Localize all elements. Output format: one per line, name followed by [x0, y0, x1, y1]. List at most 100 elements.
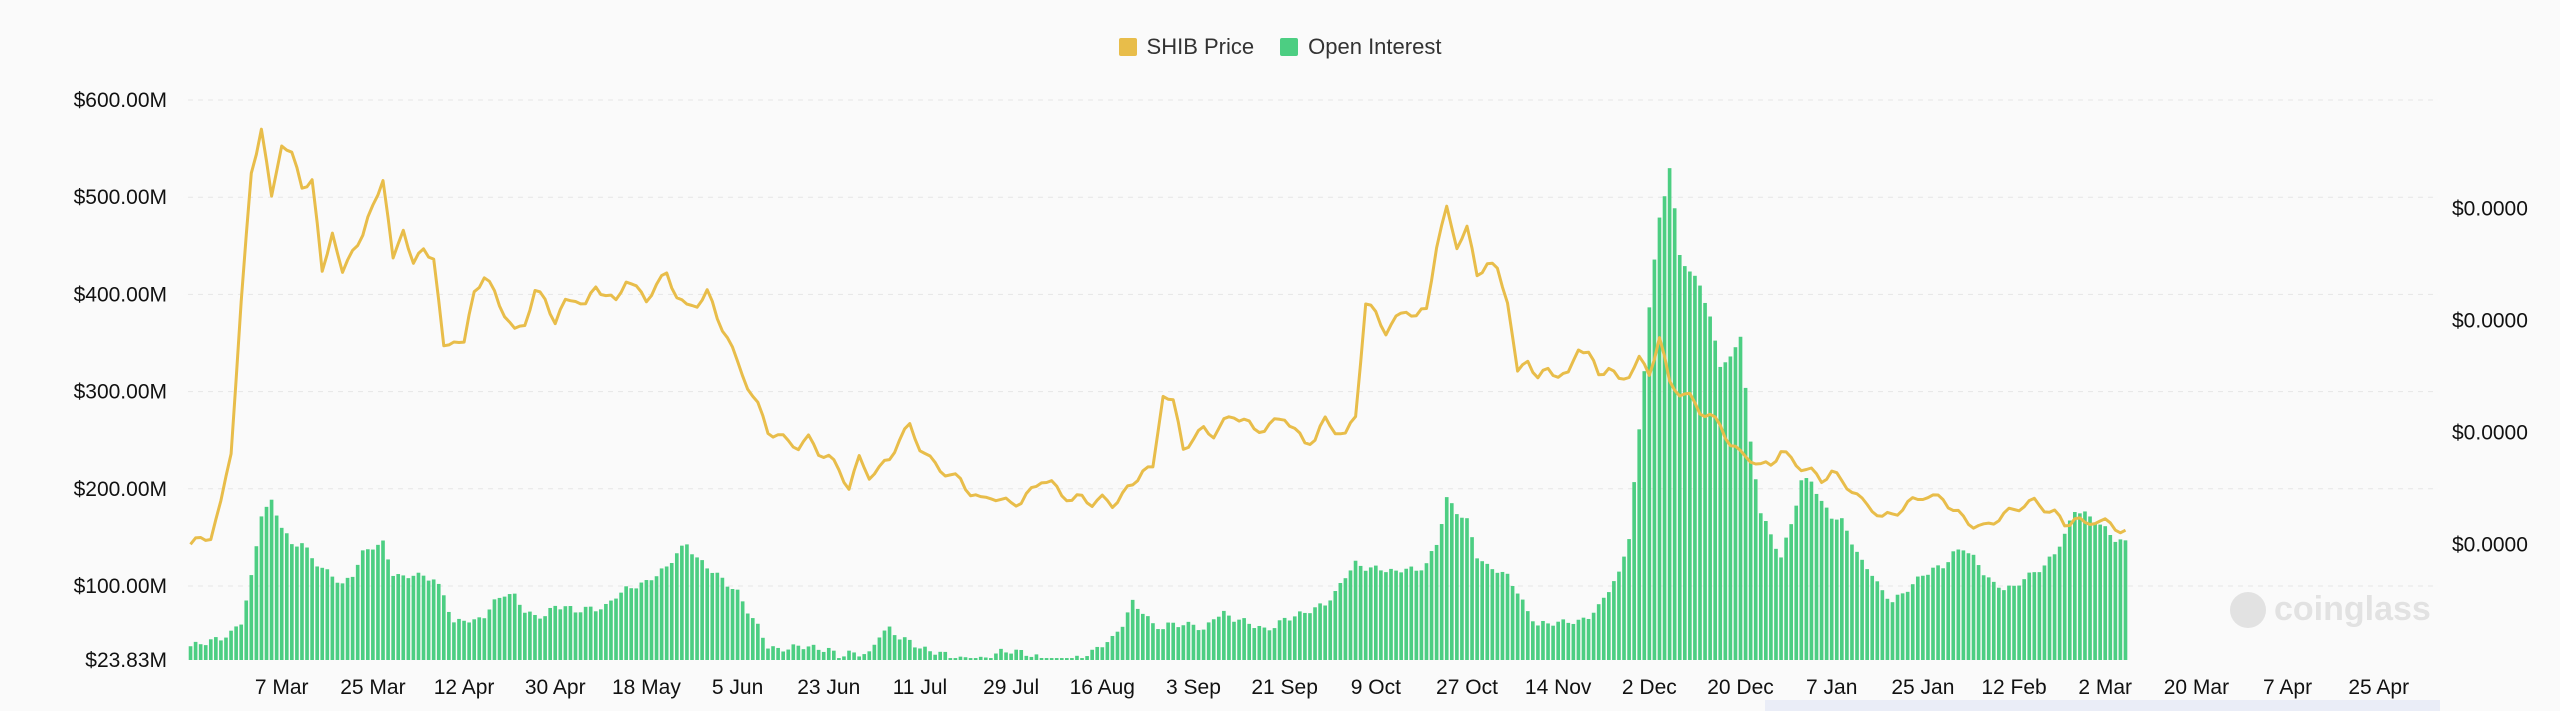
open-interest-bar[interactable] — [558, 609, 563, 660]
open-interest-bar[interactable] — [1556, 621, 1560, 660]
open-interest-bar[interactable] — [502, 596, 507, 660]
open-interest-bar[interactable] — [867, 651, 872, 660]
open-interest-bar[interactable] — [720, 577, 725, 660]
open-interest-bar[interactable] — [563, 606, 568, 660]
open-interest-bar[interactable] — [1196, 630, 1201, 660]
open-interest-bar[interactable] — [1186, 621, 1191, 660]
open-interest-bar[interactable] — [1100, 647, 1105, 660]
open-interest-bar[interactable] — [355, 564, 360, 660]
open-interest-bar[interactable] — [447, 611, 451, 660]
open-interest-bar[interactable] — [208, 639, 213, 660]
open-interest-bar[interactable] — [1814, 493, 1819, 660]
open-interest-bar[interactable] — [1510, 586, 1515, 660]
open-interest-bar[interactable] — [1505, 573, 1510, 660]
open-interest-bar[interactable] — [1282, 617, 1287, 660]
open-interest-bar[interactable] — [1171, 622, 1176, 660]
open-interest-bar[interactable] — [1642, 371, 1647, 660]
open-interest-bar[interactable] — [710, 572, 715, 660]
open-interest-bar[interactable] — [1789, 524, 1793, 660]
open-interest-bar[interactable] — [1419, 570, 1424, 660]
open-interest-bar[interactable] — [1373, 565, 1378, 660]
open-interest-bar[interactable] — [1313, 607, 1317, 660]
open-interest-bar[interactable] — [365, 549, 370, 660]
open-interest-bar[interactable] — [654, 576, 659, 660]
open-interest-bar[interactable] — [1389, 568, 1393, 660]
open-interest-bar[interactable] — [523, 612, 527, 660]
open-interest-bar[interactable] — [837, 658, 841, 660]
open-interest-bar[interactable] — [426, 580, 431, 660]
open-interest-bar[interactable] — [553, 605, 558, 660]
open-interest-bar[interactable] — [1875, 581, 1880, 660]
open-interest-bar[interactable] — [1647, 307, 1652, 660]
open-interest-bar[interactable] — [1460, 517, 1464, 660]
open-interest-bar[interactable] — [705, 568, 710, 660]
open-interest-bar[interactable] — [862, 654, 867, 660]
open-interest-bar[interactable] — [1156, 629, 1160, 660]
open-interest-bar[interactable] — [1566, 622, 1571, 660]
open-interest-bar[interactable] — [1085, 656, 1089, 660]
open-interest-bar[interactable] — [832, 650, 836, 660]
open-interest-bar[interactable] — [1931, 567, 1935, 660]
open-interest-bar[interactable] — [1059, 658, 1064, 660]
open-interest-bar[interactable] — [1525, 611, 1530, 660]
open-interest-bar[interactable] — [1997, 587, 2001, 660]
open-interest-bar[interactable] — [1267, 630, 1272, 660]
open-interest-bar[interactable] — [345, 577, 350, 660]
open-interest-bar[interactable] — [1500, 571, 1505, 660]
open-interest-bar[interactable] — [340, 583, 345, 660]
open-interest-bar[interactable] — [1292, 616, 1297, 660]
open-interest-bar[interactable] — [786, 649, 791, 660]
open-interest-bar[interactable] — [188, 646, 193, 660]
open-interest-bar[interactable] — [517, 604, 522, 660]
open-interest-bar[interactable] — [938, 651, 943, 660]
open-interest-bar[interactable] — [492, 599, 497, 660]
open-interest-bar[interactable] — [1024, 655, 1029, 660]
open-interest-bar[interactable] — [1591, 612, 1596, 660]
open-interest-bar[interactable] — [1840, 518, 1844, 660]
open-interest-bar[interactable] — [887, 626, 892, 660]
open-interest-bar[interactable] — [1774, 548, 1778, 660]
open-interest-bar[interactable] — [1718, 366, 1723, 660]
open-interest-bar[interactable] — [1070, 658, 1074, 660]
open-interest-bar[interactable] — [907, 639, 912, 660]
open-interest-bar[interactable] — [1728, 356, 1733, 660]
open-interest-bar[interactable] — [1753, 479, 1758, 660]
open-interest-bar[interactable] — [877, 637, 882, 660]
open-interest-bar[interactable] — [386, 559, 390, 660]
open-interest-bar[interactable] — [604, 603, 608, 660]
open-interest-bar[interactable] — [1485, 563, 1490, 660]
open-interest-bar[interactable] — [234, 626, 238, 660]
open-interest-bar[interactable] — [310, 558, 314, 660]
open-interest-bar[interactable] — [497, 597, 502, 660]
open-interest-bar[interactable] — [1490, 569, 1495, 660]
open-interest-bar[interactable] — [1237, 619, 1241, 660]
open-interest-bar[interactable] — [1991, 581, 1996, 660]
open-interest-bar[interactable] — [1804, 478, 1809, 660]
open-interest-bar[interactable] — [1130, 599, 1135, 660]
open-interest-bar[interactable] — [1080, 658, 1084, 660]
open-interest-bar[interactable] — [999, 648, 1003, 660]
open-interest-bar[interactable] — [1627, 539, 1631, 660]
open-interest-bar[interactable] — [431, 579, 436, 660]
open-interest-bar[interactable] — [609, 600, 613, 660]
open-interest-bar[interactable] — [1870, 575, 1875, 660]
open-interest-bar[interactable] — [507, 594, 512, 660]
open-interest-bar[interactable] — [274, 515, 279, 660]
open-interest-bar[interactable] — [193, 641, 198, 660]
open-interest-bar[interactable] — [882, 630, 887, 660]
open-interest-bar[interactable] — [1298, 611, 1302, 660]
open-interest-bar[interactable] — [224, 637, 228, 660]
open-interest-bar[interactable] — [482, 618, 487, 660]
open-interest-bar[interactable] — [847, 650, 851, 660]
open-interest-bar[interactable] — [1880, 590, 1885, 660]
open-interest-bar[interactable] — [1176, 627, 1181, 660]
open-interest-bar[interactable] — [781, 651, 785, 660]
open-interest-bar[interactable] — [918, 648, 922, 660]
open-interest-bar[interactable] — [1480, 561, 1485, 660]
open-interest-bar[interactable] — [1328, 600, 1333, 660]
open-interest-bar[interactable] — [1961, 550, 1966, 660]
open-interest-bar[interactable] — [634, 588, 639, 660]
open-interest-bar[interactable] — [766, 648, 770, 660]
open-interest-bar[interactable] — [989, 658, 993, 660]
open-interest-bar[interactable] — [796, 645, 801, 660]
